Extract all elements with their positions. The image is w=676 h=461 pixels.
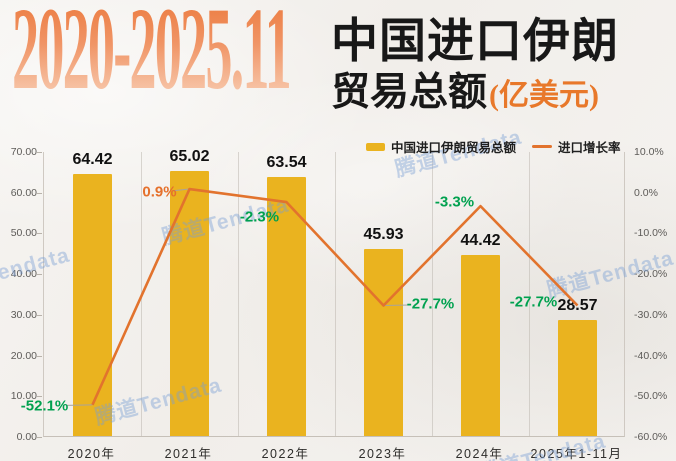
y-axis-left-tick: 0.00 — [16, 431, 37, 443]
bar-value-label: 65.02 — [169, 148, 210, 166]
x-axis-label: 2021年 — [164, 447, 213, 461]
bar-value-label: 44.42 — [460, 232, 501, 250]
x-axis-label: 2025年1-11月 — [530, 447, 623, 461]
legend-line-label[interactable]: 进口增长率 — [558, 141, 621, 155]
category-separator — [529, 152, 530, 436]
category-separator — [238, 152, 239, 436]
title-unit: (亿美元) — [489, 79, 599, 113]
category-separator — [432, 152, 433, 436]
y-axis-left-tick: 30.00 — [10, 308, 37, 321]
legend: 中国进口伊朗贸易总额 进口增长率 — [366, 137, 621, 156]
growth-value-label: -52.1% — [20, 397, 69, 415]
y-axis-right-tick: -10.0% — [634, 227, 668, 240]
label-connector — [66, 404, 93, 406]
x-axis-label: 2024年 — [455, 447, 504, 461]
bar-2023年[interactable] — [364, 249, 403, 436]
growth-value-label: -27.7% — [406, 295, 455, 313]
x-axis-label: 2023年 — [358, 447, 407, 461]
legend-line-swatch — [532, 145, 553, 148]
y-axis-tick-mark — [37, 233, 42, 235]
x-axis-label: 2022年 — [261, 447, 310, 461]
bar-2022年[interactable] — [267, 177, 306, 436]
y-axis-left-tick: 10.00 — [10, 390, 37, 403]
y-axis-left-tick: 50.00 — [10, 227, 37, 240]
y-axis-left-tick: 20.00 — [10, 349, 37, 362]
x-axis-label: 2020年 — [67, 447, 116, 461]
bar-value-label: 45.93 — [363, 225, 404, 243]
growth-value-label: -2.3% — [239, 208, 280, 226]
y-axis-right-tick: -40.0% — [634, 349, 668, 362]
y-axis-right-tick: 0.0% — [634, 186, 658, 199]
title-line1: 中国进口伊朗 — [331, 16, 619, 68]
y-axis-right-tick: -20.0% — [634, 268, 668, 281]
y-axis-tick-mark — [37, 274, 42, 276]
label-connector — [383, 304, 410, 306]
plot-area: 64.42 65.02 63.54 45.93 44.42 28.57 -52.1% 0.9%… — [21, 148, 626, 437]
y-axis-tick-mark — [37, 192, 42, 194]
y-axis-tick-mark — [37, 314, 42, 316]
legend-bar-swatch — [366, 142, 385, 151]
growth-value-label: -3.3% — [434, 193, 475, 211]
legend-bar-label[interactable]: 中国进口伊朗贸易总额 — [391, 141, 517, 155]
y-axis-left-tick: 40.00 — [10, 268, 37, 281]
bar-2024年[interactable] — [461, 255, 500, 436]
title-line2: 贸易总额 — [331, 71, 488, 115]
page-title: 中国进口伊朗 贸易总额 (亿美元) — [331, 14, 619, 115]
title-years: 2020-2025.11 — [12, 0, 292, 108]
y-axis-tick-mark — [37, 152, 42, 153]
y-axis-left-tick: 60.00 — [10, 186, 37, 199]
y-axis-right-tick: -50.0% — [634, 390, 668, 403]
y-axis-tick-mark — [37, 396, 42, 398]
bar-value-label: 63.54 — [266, 154, 307, 172]
y-axis-left-tick: 70.00 — [10, 146, 37, 158]
label-connector — [172, 188, 190, 192]
growth-line-path[interactable] — [91, 187, 579, 406]
y-axis-right-tick: -30.0% — [634, 308, 668, 321]
y-axis-right-tick: 10.0% — [634, 146, 664, 158]
y-axis-tick-mark — [37, 355, 42, 357]
growth-line[interactable] — [44, 152, 626, 437]
y-axis-tick-mark — [37, 437, 42, 438]
bar-2025年1-11月[interactable] — [558, 319, 597, 436]
category-separator — [335, 152, 336, 436]
bar-value-label: 64.42 — [72, 150, 113, 168]
growth-value-label: -27.7% — [509, 293, 558, 311]
y-axis-right-tick: -60.0% — [634, 431, 668, 443]
bar-2020年[interactable] — [73, 173, 112, 436]
growth-value-label: 0.9% — [142, 183, 177, 201]
